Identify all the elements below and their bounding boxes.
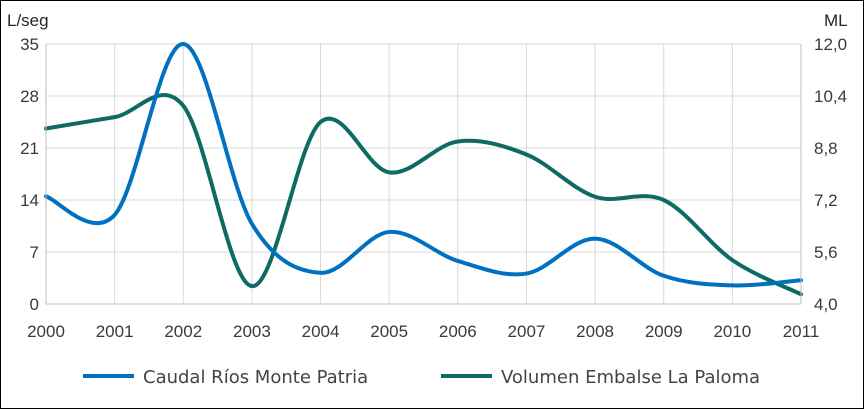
x-tick-label: 2006	[439, 322, 477, 341]
x-tick-label: 2000	[27, 322, 65, 341]
right-axis-unit: ML	[824, 11, 848, 30]
y-right-tick-label: 10,4	[814, 87, 847, 106]
legend-label-caudal: Caudal Ríos Monte Patria	[143, 367, 368, 388]
legend: Caudal Ríos Monte Patria Volumen Embalse…	[83, 367, 760, 388]
y-right-tick-label: 5,6	[814, 243, 838, 262]
x-tick-label: 2003	[233, 322, 271, 341]
y-right-tick-label: 7,2	[814, 191, 838, 210]
x-tick-label: 2008	[576, 322, 614, 341]
left-axis-unit: L/seg	[7, 11, 49, 30]
axes: L/seg ML 0 4,0 7 5,6 14 7,2 21 8,8 28 10,4 35 12,0 2…	[7, 11, 848, 341]
y-left-tick-label: 14	[20, 191, 39, 210]
y-right-tick-label: 12,0	[814, 35, 847, 54]
x-tick-label: 2011	[783, 322, 820, 341]
x-tick-label: 2001	[96, 322, 134, 341]
y-left-tick-label: 21	[20, 139, 39, 158]
x-tick-label: 2005	[370, 322, 408, 341]
y-left-tick-label: 35	[20, 35, 39, 54]
legend-label-volumen: Volumen Embalse La Paloma	[501, 367, 760, 388]
series-line-volumen	[44, 93, 803, 297]
x-tick-label: 2007	[508, 322, 546, 341]
x-tick-label: 2004	[302, 322, 340, 341]
y-left-tick-label: 28	[20, 87, 39, 106]
x-tick-label: 2002	[164, 322, 202, 341]
y-left-tick-label: 7	[30, 243, 39, 262]
y-left-tick-label: 0	[30, 295, 39, 314]
y-right-tick-label: 4,0	[814, 295, 838, 314]
series-lines	[44, 41, 803, 297]
y-right-tick-label: 8,8	[814, 139, 838, 158]
series-line-caudal	[44, 41, 803, 288]
x-tick-label: 2010	[713, 322, 751, 341]
x-tick-label: 2009	[645, 322, 683, 341]
